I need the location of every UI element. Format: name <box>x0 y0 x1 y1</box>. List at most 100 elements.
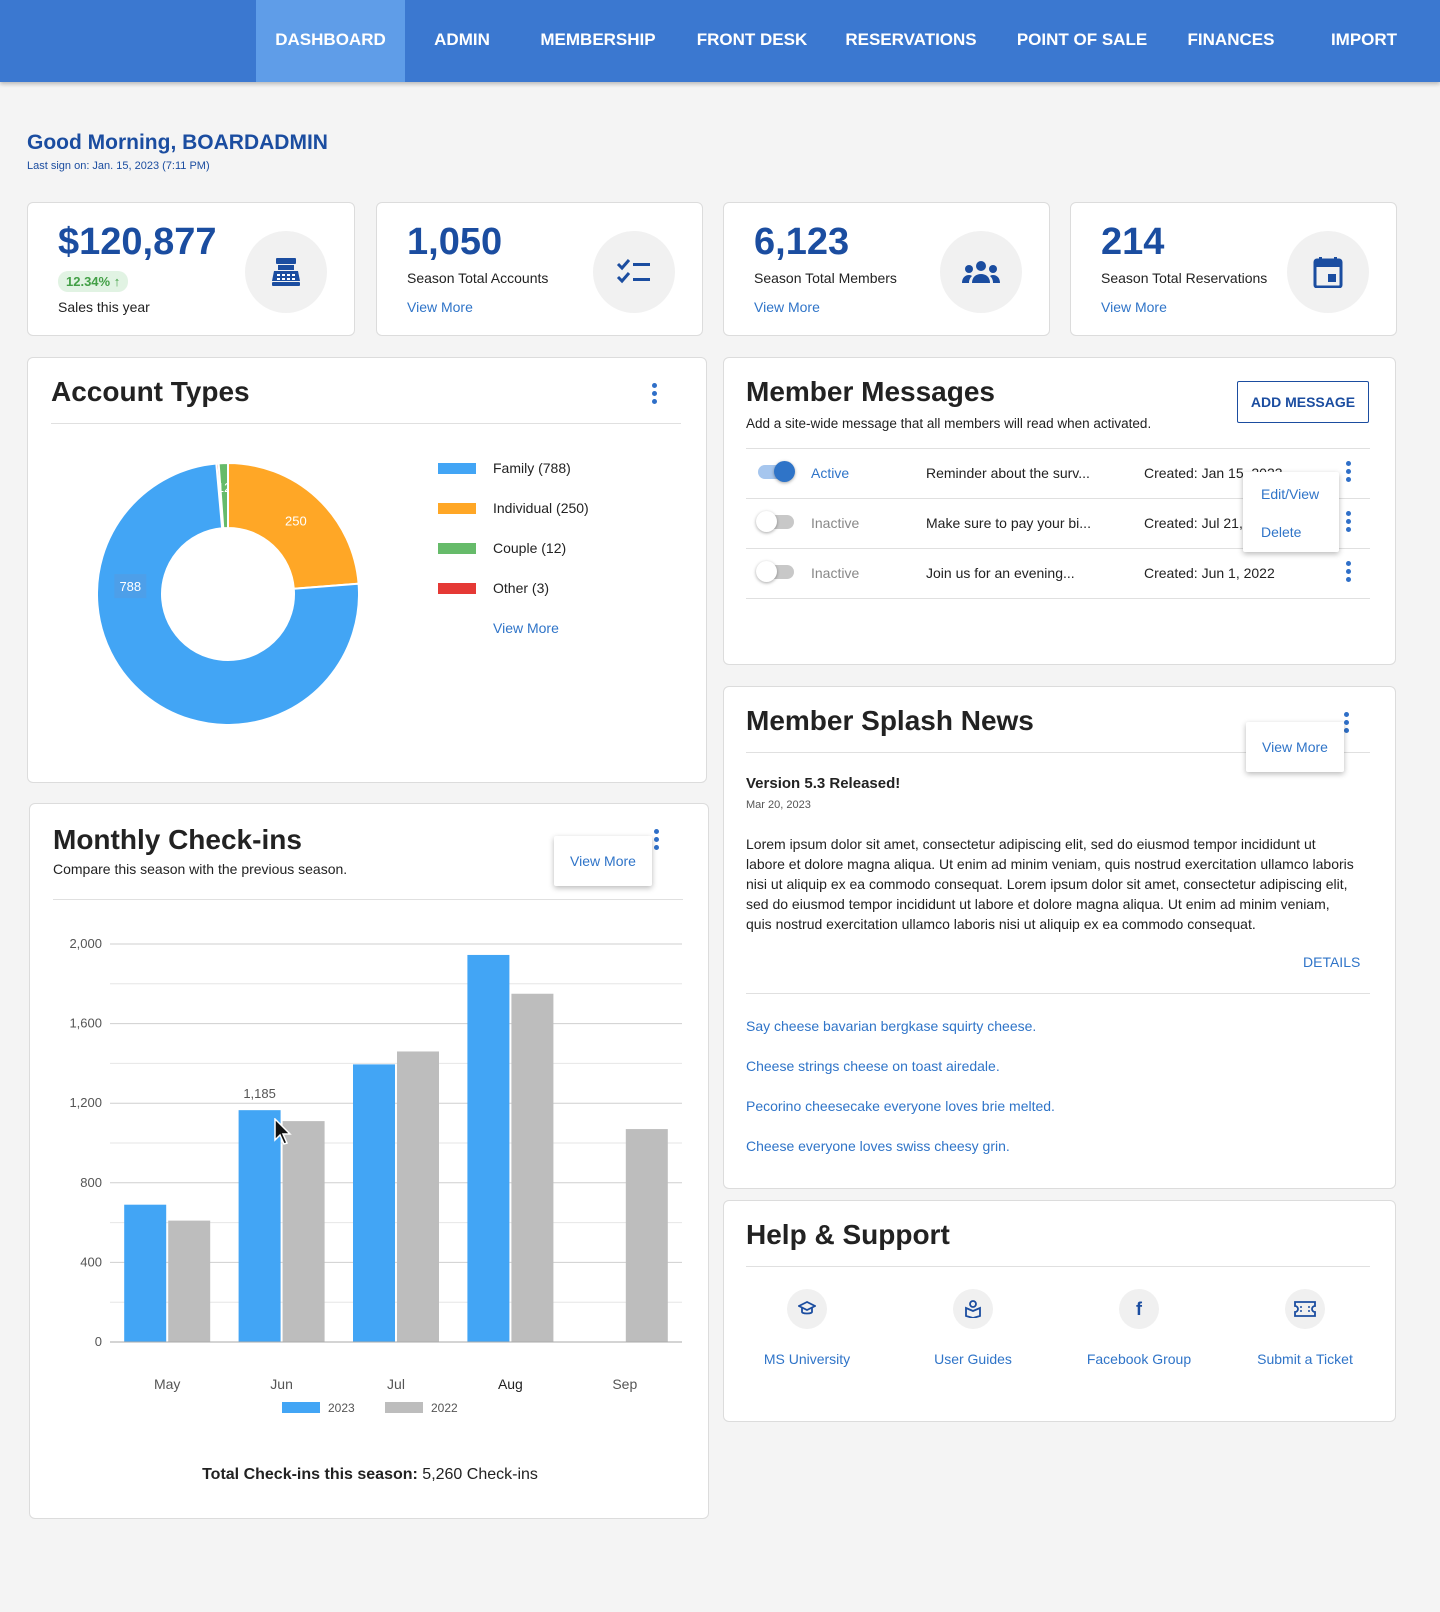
nav-point-of-sale[interactable]: POINT OF SALE <box>1016 30 1148 49</box>
divider <box>51 423 681 424</box>
checkins-total: Total Check-ins this season: 5,260 Check… <box>30 1466 710 1484</box>
graduation-cap-icon <box>787 1289 827 1329</box>
splash-news-title: Member Splash News <box>746 705 1034 736</box>
donut-slice-family[interactable] <box>98 464 358 724</box>
help-item-ms-university[interactable]: MS University <box>724 1289 890 1367</box>
reservations-label: Season Total Reservations <box>1101 270 1268 286</box>
x-tick-label: Jul <box>387 1376 405 1392</box>
help-item-submit-ticket[interactable]: Submit a Ticket <box>1222 1289 1388 1367</box>
reservations-view-more-link[interactable]: View More <box>1101 299 1167 315</box>
message-row: Inactive Join us for an evening... Creat… <box>746 549 1370 599</box>
news-details-link[interactable]: DETAILS <box>1303 954 1361 970</box>
checkins-view-more-popup[interactable]: View More <box>554 836 652 886</box>
member-messages-title: Member Messages <box>746 376 996 407</box>
nav-admin[interactable]: ADMIN <box>434 30 490 49</box>
message-context-menu: Edit/View Delete <box>1243 472 1339 552</box>
help-title: Help & Support <box>746 1219 950 1250</box>
sales-stat-card: $120,877 12.34% ↑ Sales this year <box>27 202 355 336</box>
message-menu-icon[interactable] <box>1343 461 1353 485</box>
donut-data-label: 788 <box>119 579 141 594</box>
news-link[interactable]: Cheese strings cheese on toast airedale. <box>746 1058 1000 1074</box>
help-label[interactable]: MS University <box>763 1351 851 1367</box>
checkins-total-value: 5,260 Check-ins <box>417 1466 538 1483</box>
reservations-stat-card: 214 Season Total Reservations View More <box>1070 202 1397 336</box>
bar-sep-2022[interactable] <box>625 1129 668 1342</box>
mouse-cursor-icon <box>274 1118 292 1145</box>
accounts-label: Season Total Accounts <box>407 270 549 286</box>
y-tick-label: 1,200 <box>69 1095 102 1110</box>
legend-label: Family (788) <box>493 460 571 476</box>
nav-membership[interactable]: MEMBERSHIP <box>540 30 656 49</box>
divider <box>746 993 1370 994</box>
x-tick-label: May <box>154 1376 180 1392</box>
bar-may-2022[interactable] <box>168 1220 211 1342</box>
splash-news-view-more-popup[interactable]: View More <box>1246 722 1344 772</box>
message-menu-icon[interactable] <box>1343 511 1353 535</box>
news-link[interactable]: Pecorino cheesecake everyone loves brie … <box>746 1098 1055 1114</box>
legend-label: Individual (250) <box>493 500 589 516</box>
message-active-toggle[interactable] <box>756 561 794 582</box>
delete-menu-item[interactable]: Delete <box>1261 524 1302 540</box>
account-types-view-more-link[interactable]: View More <box>493 620 559 636</box>
message-row: Active Reminder about the surv... Create… <box>746 449 1370 499</box>
news-link[interactable]: Cheese everyone loves swiss cheesy grin. <box>746 1138 1010 1154</box>
legend-swatch <box>438 463 476 474</box>
donut-slice-individual[interactable] <box>227 464 358 590</box>
splash-news-menu-icon[interactable] <box>1341 712 1351 736</box>
help-label[interactable]: User Guides <box>934 1351 1012 1367</box>
bar-jul-2023[interactable] <box>353 1064 395 1342</box>
nav-dashboard[interactable]: DASHBOARD <box>256 0 405 82</box>
divider <box>746 1266 1370 1267</box>
help-label[interactable]: Submit a Ticket <box>1257 1351 1353 1367</box>
add-message-button[interactable]: ADD MESSAGE <box>1237 381 1369 423</box>
message-text: Make sure to pay your bi... <box>926 515 1091 531</box>
nav-finances[interactable]: FINANCES <box>1187 30 1275 49</box>
checkins-total-label: Total Check-ins this season: <box>202 1466 418 1483</box>
account-types-menu-icon[interactable] <box>649 383 659 407</box>
message-status: Active <box>811 465 850 481</box>
bar-may-2023[interactable] <box>124 1204 167 1342</box>
legend-label: Other (3) <box>493 580 550 596</box>
x-tick-label: Jun <box>270 1376 293 1392</box>
nav-reservations[interactable]: RESERVATIONS <box>845 30 977 49</box>
message-active-toggle[interactable] <box>756 511 794 532</box>
checkins-menu-icon[interactable] <box>651 829 661 853</box>
legend-swatch <box>438 583 476 594</box>
help-item-user-guides[interactable]: User Guides <box>890 1289 1056 1367</box>
arrow-up-icon: ↑ <box>113 274 121 289</box>
x-tick-label: Aug <box>498 1376 523 1392</box>
y-tick-label: 400 <box>80 1254 102 1269</box>
bar-aug-2023[interactable] <box>467 954 510 1342</box>
sales-label: Sales this year <box>58 299 150 315</box>
help-label[interactable]: Facebook Group <box>1086 1351 1192 1367</box>
help-item-facebook-group[interactable]: f Facebook Group <box>1056 1289 1222 1367</box>
accounts-value: 1,050 <box>407 221 503 263</box>
accounts-stat-card: 1,050 Season Total Accounts View More <box>376 202 703 336</box>
legend-label: 2023 <box>328 1401 355 1415</box>
y-tick-label: 800 <box>80 1175 102 1190</box>
message-menu-icon[interactable] <box>1343 561 1353 585</box>
nav-import[interactable]: IMPORT <box>1330 30 1398 49</box>
nav-front-desk[interactable]: FRONT DESK <box>696 30 808 49</box>
donut-label-bg <box>114 574 147 599</box>
news-link[interactable]: Say cheese bavarian bergkase squirty che… <box>746 1018 1037 1034</box>
member-messages-panel: Member Messages Add a site-wide message … <box>723 357 1396 665</box>
bar-jul-2022[interactable] <box>397 1051 439 1342</box>
divider <box>746 752 1370 753</box>
news-body: Lorem ipsum dolor sit amet, consectetur … <box>746 836 1354 932</box>
members-view-more-link[interactable]: View More <box>754 299 820 315</box>
bar-aug-2022[interactable] <box>511 993 554 1342</box>
y-tick-label: 0 <box>95 1334 102 1349</box>
bar-jun-2022[interactable] <box>282 1121 325 1342</box>
legend-swatch <box>385 1402 423 1413</box>
edit-view-menu-item[interactable]: Edit/View <box>1261 486 1320 502</box>
message-date: Created: Jun 1, 2022 <box>1144 565 1275 581</box>
greeting-title: Good Morning, BOARDADMIN <box>27 131 328 154</box>
message-active-toggle[interactable] <box>758 461 795 482</box>
legend-swatch <box>438 543 476 554</box>
accounts-view-more-link[interactable]: View More <box>407 299 473 315</box>
toggle-knob <box>774 461 795 482</box>
members-value: 6,123 <box>754 221 850 263</box>
bar-jun-2023[interactable] <box>238 1110 281 1342</box>
